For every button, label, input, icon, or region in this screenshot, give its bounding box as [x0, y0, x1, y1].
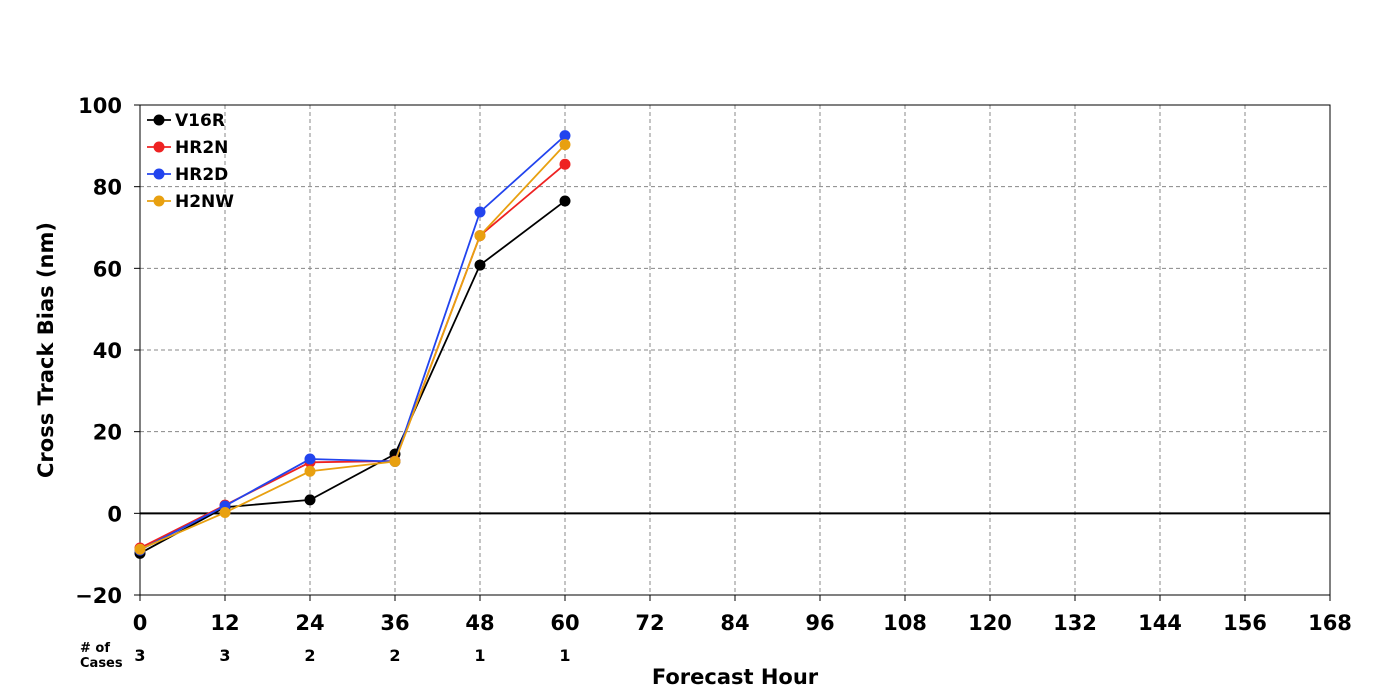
y-tick-label: 100	[78, 94, 122, 118]
legend-item: HR2D	[147, 165, 228, 185]
y-axis-title: Cross Track Bias (nm)	[34, 222, 58, 478]
data-point	[304, 494, 316, 506]
legend-label: HR2D	[175, 165, 228, 185]
series-lines	[134, 130, 571, 559]
data-point	[304, 453, 316, 465]
x-tick-label: 120	[968, 611, 1012, 635]
legend-label: V16R	[175, 111, 225, 131]
x-tick-label: 144	[1138, 611, 1182, 635]
legend-item: H2NW	[147, 192, 234, 212]
y-tick-label: 60	[93, 257, 122, 281]
series-v16r	[134, 195, 571, 559]
y-tick-label: 40	[93, 339, 122, 363]
cases-row-label: Cases	[80, 656, 123, 671]
x-tick-label: 156	[1223, 611, 1267, 635]
x-tick-label: 84	[720, 611, 749, 635]
data-point	[474, 230, 486, 242]
data-point	[389, 455, 401, 467]
data-point	[219, 507, 231, 519]
y-tick-label: 20	[93, 421, 122, 445]
series-hr2n	[134, 158, 571, 554]
x-tick-label: 0	[133, 611, 148, 635]
y-tick-label: 80	[93, 176, 122, 200]
cases-count: 1	[559, 646, 570, 665]
legend-marker	[153, 195, 165, 207]
series-line	[139, 134, 566, 551]
grid-lines	[140, 105, 1330, 595]
y-tick-label: −20	[75, 584, 122, 608]
x-axis-title: Forecast Hour	[652, 665, 819, 689]
legend-marker	[153, 168, 165, 180]
data-point	[304, 465, 316, 477]
cases-row-label: # of	[80, 641, 110, 656]
data-point	[474, 206, 486, 218]
series-line	[139, 143, 566, 551]
data-point	[559, 139, 571, 151]
x-tick-label: 12	[210, 611, 239, 635]
data-point	[559, 130, 571, 142]
data-point	[474, 259, 486, 271]
x-tick-label: 168	[1308, 611, 1352, 635]
legend-label: H2NW	[175, 192, 234, 212]
cases-count: 3	[134, 646, 145, 665]
legend-label: HR2N	[175, 138, 228, 158]
data-point	[559, 195, 571, 207]
y-tick-label: 0	[107, 502, 122, 526]
axis-ticks: 0 12 24 36 48 60 72 84 96 108 120 132 144 156 168 −20 0 2…	[75, 94, 1352, 635]
x-tick-label: 96	[805, 611, 834, 635]
x-tick-label: 36	[380, 611, 409, 635]
legend-item: HR2N	[147, 138, 228, 158]
legend: V16R HR2N HR2D H2NW	[147, 111, 234, 212]
x-tick-label: 24	[295, 611, 324, 635]
legend-marker	[153, 141, 165, 153]
x-tick-label: 48	[465, 611, 494, 635]
x-tick-label: 132	[1053, 611, 1097, 635]
series-line	[139, 163, 566, 549]
data-point	[134, 543, 146, 555]
x-tick-label: 72	[635, 611, 664, 635]
cases-count: 2	[304, 646, 315, 665]
series-line	[139, 200, 566, 555]
cases-count: 2	[389, 646, 400, 665]
legend-marker	[153, 114, 165, 126]
legend-item: V16R	[147, 111, 225, 131]
cases-count: 1	[474, 646, 485, 665]
x-tick-label: 108	[883, 611, 927, 635]
x-tick-label: 60	[550, 611, 579, 635]
series-h2nw	[134, 139, 571, 555]
data-point	[559, 158, 571, 170]
cases-count: 3	[219, 646, 230, 665]
